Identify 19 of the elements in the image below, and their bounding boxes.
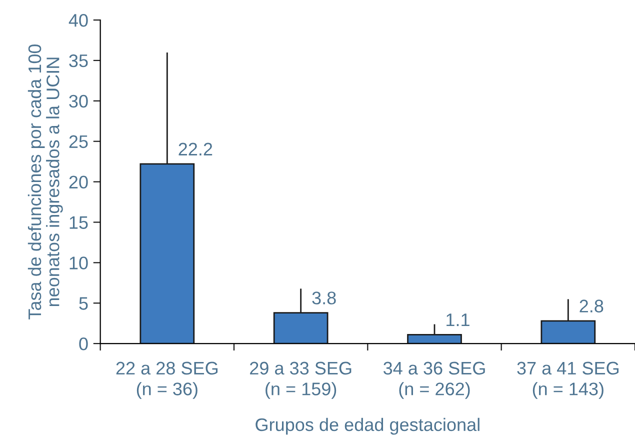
y-tick-label: 35 [69,54,88,68]
y-tick-label: 25 [69,135,88,148]
y-axis-title: Tasa de defunciones por cada 100 neonatos ingresados a la UCIN [28,44,63,320]
y-tick-label: 30 [69,94,88,108]
y-tick-label: 40 [68,14,88,27]
x-tick-label: 22 a 28 SEG (n = 36) [116,362,218,399]
data-label: 3.8 [312,292,336,304]
data-label: 22.2 [178,142,212,156]
y-tick-label: 10 [70,256,88,270]
x-tick-label: 34 a 36 SEG (n = 262) [383,362,485,399]
data-label: 2.8 [580,300,604,312]
x-tick-label: 29 a 33 SEG (n = 159) [250,362,352,399]
y-tick-label: 0 [79,337,88,350]
x-axis-title: Grupos de edad gestacional [256,418,480,435]
x-tick-label: 37 a 41 SEG (n = 143) [517,362,619,399]
y-tick-label: 20 [69,176,88,189]
y-tick-label: 15 [70,216,88,229]
y-tick-label: 5 [79,297,88,310]
data-label: 1.1 [446,314,470,326]
